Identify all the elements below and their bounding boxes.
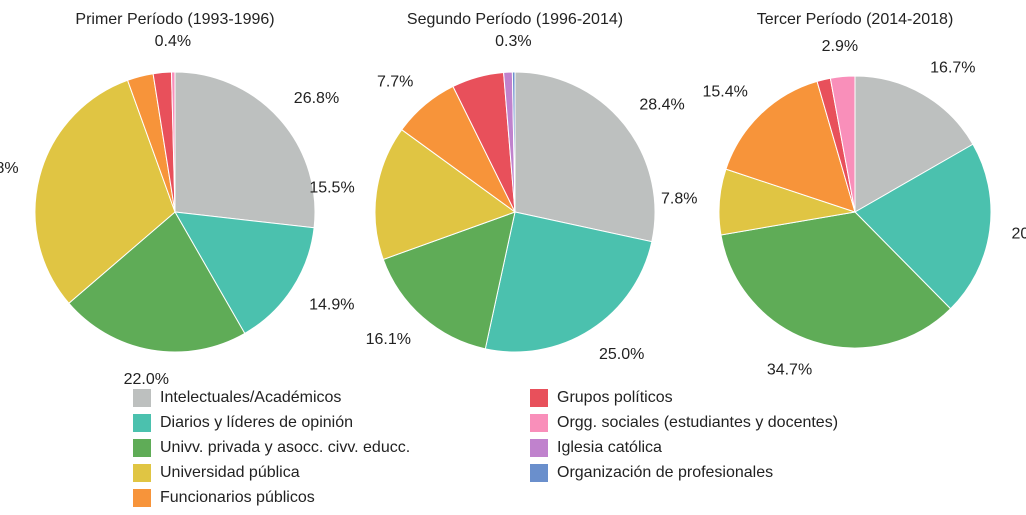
slice-label: 25.0%: [599, 346, 644, 363]
chart-title: Segundo Período (1996-2014): [407, 11, 623, 28]
legend-swatch: [133, 389, 151, 407]
pie-slice: [170, 71, 176, 213]
pie-slice: [484, 211, 653, 353]
slice-label: 16.7%: [930, 60, 975, 77]
pie-slice: [514, 71, 656, 243]
legend-swatch: [133, 414, 151, 432]
pie-slice: [854, 75, 974, 213]
pie-slice: [829, 75, 856, 213]
legend-swatch: [530, 389, 548, 407]
legend-swatch: [530, 414, 548, 432]
legend-swatch: [133, 439, 151, 457]
pie-slice: [174, 71, 316, 229]
legend-label: Grupos políticos: [557, 389, 673, 406]
legend-swatch: [133, 489, 151, 507]
legend-label: Orgg. sociales (estudiantes y docentes): [557, 414, 838, 431]
legend-swatch: [530, 439, 548, 457]
slice-label: 26.8%: [294, 90, 339, 107]
legend-label: Funcionarios públicos: [160, 489, 315, 506]
slice-label: 30.8%: [0, 160, 19, 177]
pie-slice: [374, 129, 517, 261]
pie-slice: [34, 79, 176, 304]
slice-label: 2.9%: [822, 38, 858, 55]
legend-label: Diarios y líderes de opinión: [160, 414, 353, 431]
slice-label: 34.7%: [767, 361, 812, 378]
legend-label: Intelectuales/Académicos: [160, 389, 341, 406]
slice-label: 7.7%: [377, 73, 413, 90]
slice-label: 22.0%: [124, 371, 169, 388]
slice-label: 20.9%: [1011, 226, 1026, 243]
chart-title: Tercer Período (2014-2018): [757, 11, 954, 28]
pie-slice: [382, 211, 516, 350]
slice-label: 15.5%: [309, 179, 354, 196]
chart-title: Primer Período (1993-1996): [75, 11, 274, 28]
slice-label: 28.4%: [639, 97, 684, 114]
pie-slice: [511, 71, 516, 213]
slice-label: 7.8%: [661, 191, 697, 208]
slice-label: 0.3%: [495, 33, 531, 50]
slice-label: 16.1%: [366, 331, 411, 348]
pie-slice: [174, 211, 315, 335]
slice-label: 15.4%: [702, 84, 747, 101]
legend-swatch: [133, 464, 151, 482]
legend-label: Iglesia católica: [557, 439, 662, 456]
legend-swatch: [530, 464, 548, 482]
slice-label: 0.4%: [155, 33, 191, 50]
slice-label: 14.9%: [309, 297, 354, 314]
pie-slice: [854, 143, 992, 310]
legend-label: Univv. privada y asocc. civv. educc.: [160, 439, 410, 456]
pie-slice: [725, 80, 856, 213]
legend-label: Universidad pública: [160, 464, 300, 481]
pie-slice: [720, 211, 952, 349]
pie-slice: [68, 211, 246, 353]
legend-label: Organización de profesionales: [557, 464, 773, 481]
